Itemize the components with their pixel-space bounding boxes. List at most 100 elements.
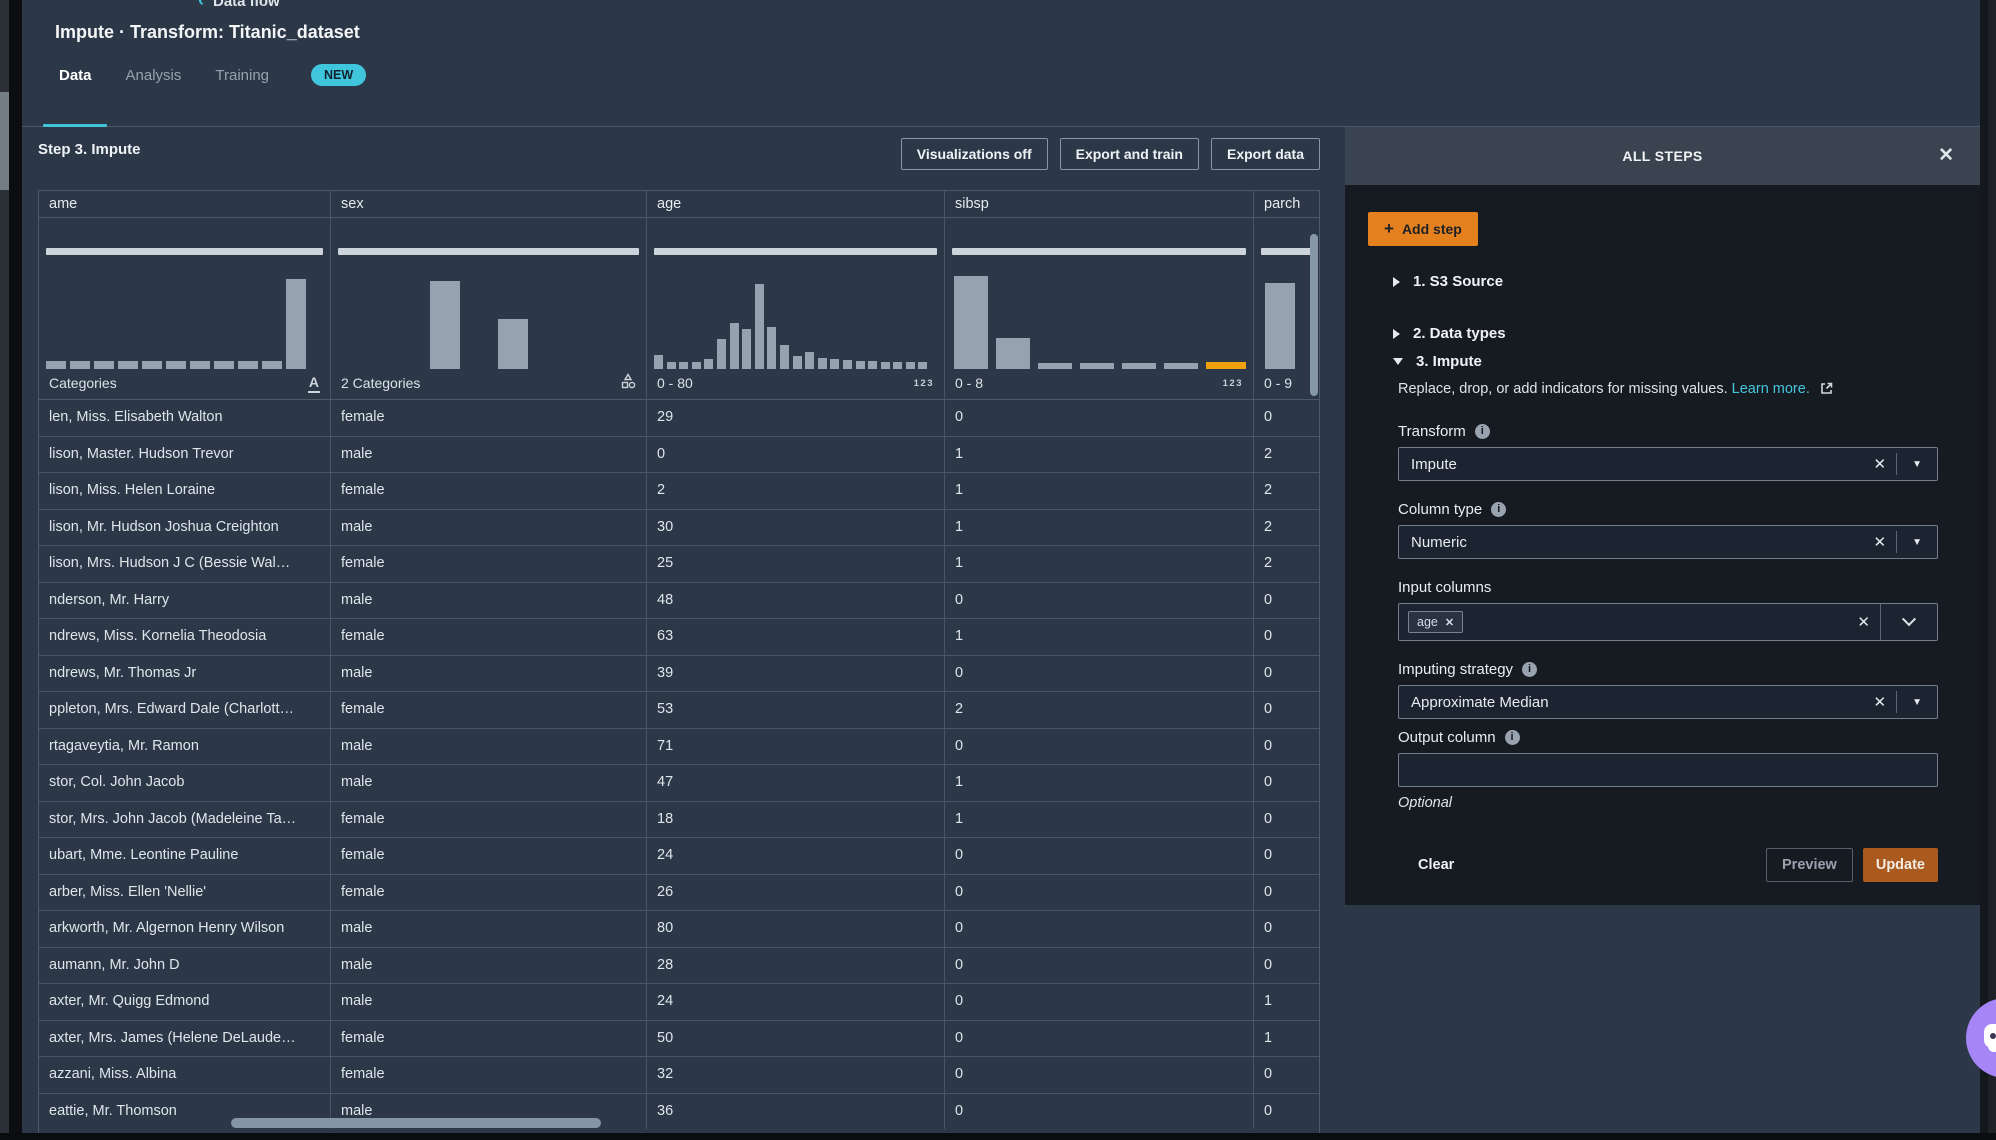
info-icon[interactable]: i xyxy=(1505,730,1520,745)
table-cell: aumann, Mr. John D xyxy=(39,948,330,984)
table-cell: stor, Mrs. John Jacob (Madeleine Ta… xyxy=(39,802,330,838)
export-and-train-button[interactable]: Export and train xyxy=(1060,138,1199,170)
table-cell: 0 xyxy=(944,1057,1253,1093)
dropdown-caret-icon[interactable]: ▼ xyxy=(1897,459,1937,470)
table-cell: 39 xyxy=(646,656,944,692)
histogram-bar xyxy=(94,361,114,369)
table-cell: 0 xyxy=(1253,729,1319,765)
back-link-data-flow[interactable]: ‹Data flow xyxy=(198,0,280,12)
histogram-bar xyxy=(118,361,138,369)
toolbar: Visualizations off Export and train Export… xyxy=(38,138,1320,170)
table-cell: 29 xyxy=(646,400,944,436)
table-cell: ubart, Mme. Leontine Pauline xyxy=(39,838,330,874)
clear-button[interactable]: Clear xyxy=(1418,857,1454,873)
table-row: ubart, Mme. Leontine Paulinefemale2400 xyxy=(39,837,1319,874)
table-cell: nderson, Mr. Harry xyxy=(39,583,330,619)
table-cell: 0 xyxy=(944,948,1253,984)
table-cell: female xyxy=(330,619,646,655)
info-icon[interactable]: i xyxy=(1475,424,1490,439)
histogram-bar xyxy=(692,362,701,369)
histogram-bar xyxy=(843,360,852,369)
visualizations-off-button[interactable]: Visualizations off xyxy=(901,138,1048,170)
table-row: lison, Mrs. Hudson J C (Bessie Wal…femal… xyxy=(39,545,1319,582)
table-cell: male xyxy=(330,984,646,1020)
tab-analysis[interactable]: Analysis xyxy=(122,67,186,84)
right-edge-strip-inner xyxy=(1988,0,1996,1140)
table-row: nderson, Mr. Harrymale4800 xyxy=(39,582,1319,619)
column-header-parch: parch xyxy=(1253,191,1319,217)
table-cell: 0 xyxy=(944,875,1253,911)
active-tab-underline xyxy=(43,124,107,127)
add-step-button[interactable]: + Add step xyxy=(1368,212,1478,246)
table-cell: 71 xyxy=(646,729,944,765)
transform-select[interactable]: Impute ✕ ▼ xyxy=(1398,447,1938,481)
clear-selection-icon[interactable]: ✕ xyxy=(1864,693,1897,711)
vertical-scrollbar-thumb[interactable] xyxy=(1310,234,1318,396)
input-columns-label: Input columns xyxy=(1398,579,1491,596)
left-edge-highlight xyxy=(0,92,9,190)
info-icon[interactable]: i xyxy=(1522,662,1537,677)
column-histogram-age: 0 - 80123 xyxy=(646,218,944,399)
table-cell: 25 xyxy=(646,546,944,582)
table-cell: arber, Miss. Ellen 'Nellie' xyxy=(39,875,330,911)
numeric-type-icon: 123 xyxy=(1223,378,1243,389)
chevron-down-icon xyxy=(1393,358,1403,365)
column-type-summary: 0 - 80 xyxy=(657,375,693,391)
table-row: arber, Miss. Ellen 'Nellie'female2600 xyxy=(39,874,1319,911)
table-cell: 1 xyxy=(1253,1021,1319,1057)
export-data-button[interactable]: Export data xyxy=(1211,138,1320,170)
table-cell: 0 xyxy=(1253,765,1319,801)
tab-bar: DataAnalysisTrainingNEW xyxy=(55,64,366,86)
info-icon[interactable]: i xyxy=(1491,502,1506,517)
output-column-input[interactable] xyxy=(1399,754,1937,786)
chat-widget-button[interactable] xyxy=(1966,998,1996,1078)
step-item-impute[interactable]: 3. Impute xyxy=(1393,353,1482,370)
table-row: axter, Mr. Quigg Edmondmale2401 xyxy=(39,983,1319,1020)
dropdown-expand-button[interactable] xyxy=(1881,604,1937,640)
clear-selection-icon[interactable]: ✕ xyxy=(1847,613,1880,631)
learn-more-link[interactable]: Learn more. xyxy=(1732,381,1810,397)
histogram-bar xyxy=(856,361,865,369)
clear-selection-icon[interactable]: ✕ xyxy=(1864,533,1897,551)
table-cell: 47 xyxy=(646,765,944,801)
close-icon[interactable]: ✕ xyxy=(1938,144,1954,168)
histogram-bar xyxy=(1164,363,1198,369)
table-cell: 53 xyxy=(646,692,944,728)
table-row: ndrews, Miss. Kornelia Theodosiafemale63… xyxy=(39,618,1319,655)
column-type-summary: 0 - 9 xyxy=(1264,375,1292,391)
table-cell: ppleton, Mrs. Edward Dale (Charlott… xyxy=(39,692,330,728)
input-columns-multiselect[interactable]: age ✕ ✕ xyxy=(1398,603,1938,641)
column-type-select[interactable]: Numeric ✕ ▼ xyxy=(1398,525,1938,559)
table-body: len, Miss. Elisabeth Waltonfemale2900lis… xyxy=(39,399,1319,1129)
table-cell: lison, Mr. Hudson Joshua Creighton xyxy=(39,510,330,546)
dropdown-caret-icon[interactable]: ▼ xyxy=(1897,537,1937,548)
clear-selection-icon[interactable]: ✕ xyxy=(1864,455,1897,473)
step-item-data-types[interactable]: 2. Data types xyxy=(1393,325,1506,342)
tab-training[interactable]: Training xyxy=(211,67,273,84)
table-cell: 0 xyxy=(944,1094,1253,1130)
table-cell: 0 xyxy=(1253,911,1319,947)
table-cell: female xyxy=(330,1057,646,1093)
page-title: Impute · Transform: Titanic_dataset xyxy=(55,22,360,43)
chat-bubble-tail xyxy=(1988,1044,1996,1052)
table-row: arkworth, Mr. Algernon Henry Wilsonmale8… xyxy=(39,910,1319,947)
column-type-label: Column type i xyxy=(1398,501,1506,518)
column-header-age: age xyxy=(646,191,944,217)
histogram-bar xyxy=(1265,283,1295,369)
tab-data[interactable]: Data xyxy=(55,67,96,84)
histogram-bar xyxy=(679,362,688,369)
table-cell: female xyxy=(330,838,646,874)
histogram-bar xyxy=(881,362,890,369)
update-button[interactable]: Update xyxy=(1863,848,1938,882)
valid-values-bar xyxy=(46,248,323,255)
remove-tag-icon[interactable]: ✕ xyxy=(1445,616,1454,629)
horizontal-scrollbar-thumb[interactable] xyxy=(231,1118,601,1128)
table-cell: 0 xyxy=(646,437,944,473)
step-item-s3-source[interactable]: 1. S3 Source xyxy=(1393,273,1503,290)
imputing-strategy-select[interactable]: Approximate Median ✕ ▼ xyxy=(1398,685,1938,719)
imputing-strategy-label: Imputing strategy i xyxy=(1398,661,1537,678)
dropdown-caret-icon[interactable]: ▼ xyxy=(1897,697,1937,708)
table-cell: female xyxy=(330,875,646,911)
preview-button[interactable]: Preview xyxy=(1766,848,1853,882)
histogram-bar xyxy=(166,361,186,369)
